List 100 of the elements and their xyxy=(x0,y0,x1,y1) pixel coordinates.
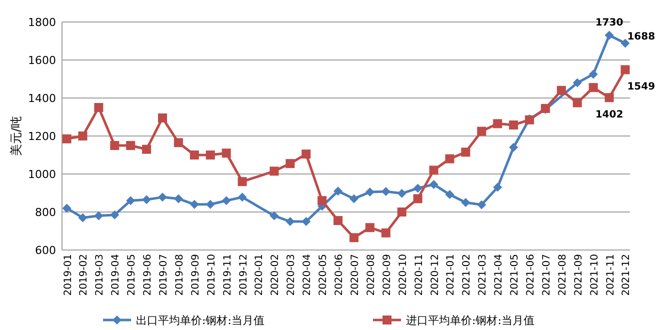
x-tick-label: 2021-07 xyxy=(541,254,552,296)
point xyxy=(429,180,438,189)
point xyxy=(429,166,438,175)
point xyxy=(572,98,582,108)
data-label: 1549 xyxy=(627,82,656,93)
x-tick-label: 2020-06 xyxy=(334,254,346,296)
point xyxy=(222,148,231,158)
point xyxy=(302,217,311,226)
x-tick-label: 2020-04 xyxy=(302,254,314,296)
legend-label: 出口平均单价:钢材:当月值 xyxy=(136,314,264,327)
x-tick-label: 2021-03 xyxy=(478,254,489,296)
point xyxy=(509,120,518,130)
legend-label: 进口平均单价:钢材:当月值 xyxy=(406,314,534,327)
point xyxy=(588,83,598,92)
point xyxy=(413,194,422,204)
point xyxy=(206,150,215,160)
point xyxy=(493,182,502,192)
x-tick-label: 2020-10 xyxy=(398,254,409,296)
point xyxy=(174,138,183,148)
x-tick-label: 2019-07 xyxy=(158,254,170,296)
x-tick-label: 2019-12 xyxy=(238,254,250,296)
x-tick-label: 2019-11 xyxy=(222,254,234,296)
point xyxy=(413,184,422,193)
point xyxy=(222,196,231,206)
x-tick-label: 2021-11 xyxy=(605,254,616,296)
point xyxy=(349,194,358,204)
x-tick-label: 2020-11 xyxy=(414,254,425,296)
point xyxy=(190,150,199,160)
x-tick-label: 2020-02 xyxy=(270,254,282,296)
point xyxy=(62,204,72,213)
point xyxy=(78,132,88,140)
point xyxy=(477,126,486,136)
x-tick-label: 2020-12 xyxy=(430,254,441,296)
point xyxy=(142,195,152,204)
x-tick-label: 2019-04 xyxy=(110,254,122,296)
data-label: 1402 xyxy=(595,110,624,121)
point xyxy=(110,141,120,150)
x-tick-label: 2019-03 xyxy=(94,254,106,296)
point xyxy=(381,228,390,238)
y-tick-label: 1800 xyxy=(28,16,56,29)
point xyxy=(110,210,120,220)
data-label: 1688 xyxy=(627,31,656,42)
x-tick-label: 2019-06 xyxy=(142,254,154,296)
point xyxy=(620,38,630,48)
point xyxy=(493,119,502,128)
x-tick-label: 2020-05 xyxy=(318,254,330,296)
y-tick-label: 1600 xyxy=(28,54,56,67)
point xyxy=(142,144,152,154)
point xyxy=(365,223,374,232)
point xyxy=(461,148,470,157)
x-tick-label: 2021-08 xyxy=(557,254,568,296)
x-tick-label: 2021-12 xyxy=(621,254,632,296)
x-tick-label: 2020-08 xyxy=(366,254,377,296)
x-tick-label: 2021-10 xyxy=(589,254,600,296)
point xyxy=(286,159,295,168)
y-tick-label: 800 xyxy=(35,206,56,219)
point xyxy=(397,208,406,216)
point xyxy=(349,233,358,242)
point xyxy=(588,70,598,79)
x-tick-label: 2020-07 xyxy=(350,254,361,296)
point xyxy=(94,211,104,220)
point xyxy=(604,93,614,102)
point xyxy=(158,192,168,202)
point xyxy=(397,188,406,198)
y-tick-label: 1000 xyxy=(28,168,56,181)
y-axis-title: 美元/吨 xyxy=(9,116,23,156)
point xyxy=(620,65,630,74)
x-tick-label: 2021-06 xyxy=(525,254,536,296)
x-tick-label: 2021-05 xyxy=(510,254,521,296)
x-tick-label: 2021-02 xyxy=(462,254,473,296)
point xyxy=(334,216,343,226)
point xyxy=(62,134,72,144)
x-tick-label: 2019-01 xyxy=(62,254,74,296)
x-tick-label: 2019-05 xyxy=(126,254,138,296)
point xyxy=(94,103,104,112)
point xyxy=(509,142,518,152)
point xyxy=(174,194,183,204)
point xyxy=(572,78,582,88)
x-tick-label: 2020-09 xyxy=(382,254,393,296)
point xyxy=(604,30,614,40)
point xyxy=(206,200,215,209)
y-tick-label: 1400 xyxy=(28,92,56,105)
x-tick-label: 2020-01 xyxy=(254,254,266,296)
point xyxy=(270,211,279,220)
point xyxy=(445,190,454,200)
point xyxy=(78,213,88,222)
x-tick-label: 2021-01 xyxy=(446,254,457,296)
point xyxy=(238,192,247,202)
point xyxy=(461,198,470,207)
point xyxy=(477,200,486,210)
x-tick-label: 2021-04 xyxy=(494,254,505,296)
y-tick-label: 1200 xyxy=(28,130,56,143)
x-tick-label: 2019-02 xyxy=(78,254,90,296)
point xyxy=(238,177,247,186)
y-tick-label: 600 xyxy=(35,244,56,257)
point xyxy=(334,186,343,196)
point xyxy=(445,154,454,164)
point xyxy=(556,86,566,95)
point xyxy=(190,200,199,209)
point xyxy=(126,141,136,150)
